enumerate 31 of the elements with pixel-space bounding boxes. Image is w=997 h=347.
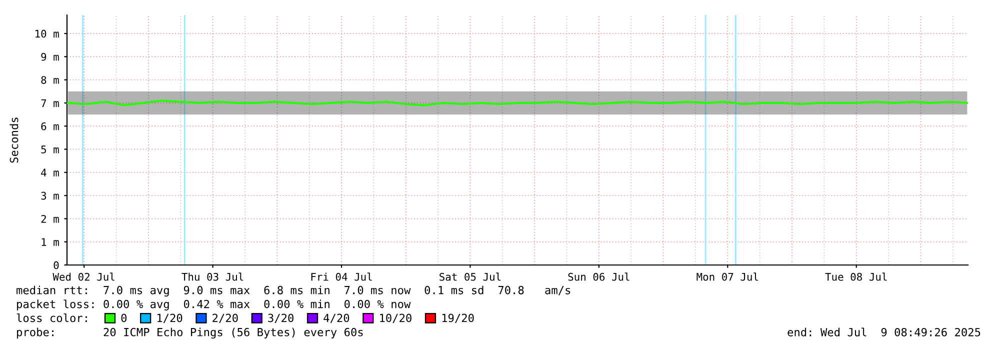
y-tick-label: 8 m <box>41 76 59 84</box>
legend-label: 0 <box>121 314 127 322</box>
legend-label: 2/20 <box>212 314 238 324</box>
y-tick-label: 6 m <box>41 122 59 130</box>
y-tick-label: 10 m <box>36 30 59 38</box>
x-tick-label: Mon 07 Jul <box>696 272 758 281</box>
text: median rtt: 7.0 ms avg 9.0 ms max 6.8 ms min 7.0 ms now 0.1 ms sd 70.8 am/s <box>16 286 570 297</box>
y-tick-label: 4 m <box>41 168 59 176</box>
y-tick-label: 2 m <box>41 214 59 223</box>
text: probe: 20 ICMP Echo Pings (56 Bytes) every 60s <box>17 328 363 339</box>
y-tick-label: 3 m <box>41 192 59 200</box>
text: packet loss: 0.00 % avg 0.42 % max 0.00 % min 0.00 % now <box>17 300 411 310</box>
text: end: Wed Jul 9 08:49:26 2025 <box>788 328 980 336</box>
legend-label: 3/20 <box>268 314 294 324</box>
legend-label: 19/20 <box>442 314 474 324</box>
x-tick-label: Sun 06 Jul <box>568 272 630 281</box>
y-axis-title: Seconds <box>10 118 18 163</box>
x-tick-label: Thu 03 Jul <box>182 272 244 281</box>
legend-title: loss color: <box>16 313 87 322</box>
legend-label: 10/20 <box>380 314 412 324</box>
x-tick-label: Sat 05 Jul <box>440 272 501 281</box>
x-tick-label: Wed 02 Jul <box>52 272 114 281</box>
y-tick-label: 5 m <box>41 146 59 154</box>
x-tick-label: Fri 04 Jul <box>311 272 372 281</box>
legend-label: 1/20 <box>157 314 182 324</box>
y-tick-label: 9 m <box>41 52 59 61</box>
y-tick-label: 1 m <box>42 238 59 246</box>
x-tick-label: Tue 08 Jul <box>825 272 887 281</box>
y-tick-label: 7 m <box>41 99 59 107</box>
y-tick-label: 0 <box>54 261 59 270</box>
legend-label: 4/20 <box>324 314 350 324</box>
